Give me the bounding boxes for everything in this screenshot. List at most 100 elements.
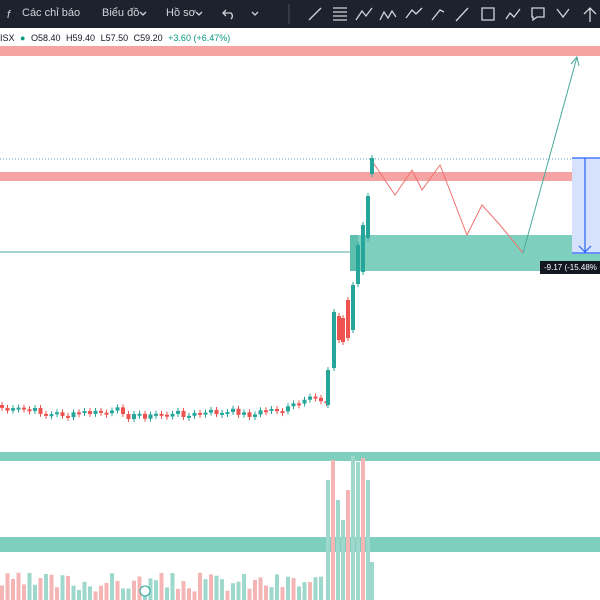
candle bbox=[214, 409, 219, 415]
candle bbox=[308, 396, 312, 400]
volume-bar bbox=[110, 573, 114, 600]
candle bbox=[38, 408, 43, 414]
volume-bar bbox=[0, 585, 4, 600]
candle bbox=[33, 408, 37, 412]
chart-button[interactable]: Biểu đồ bbox=[102, 7, 140, 19]
volume-bar bbox=[88, 586, 92, 600]
candle bbox=[5, 407, 10, 411]
candle bbox=[121, 407, 125, 415]
candle bbox=[192, 412, 197, 416]
indicators-button[interactable]: Các chỉ báo bbox=[22, 7, 81, 19]
candle bbox=[258, 410, 263, 415]
volume-bar bbox=[341, 520, 345, 600]
volume-bar bbox=[225, 590, 230, 600]
volume-bar bbox=[203, 579, 208, 600]
volume-bar bbox=[38, 578, 43, 600]
resistance-band bbox=[0, 172, 600, 181]
candle bbox=[170, 413, 175, 417]
candle bbox=[236, 408, 241, 415]
volume-bar bbox=[115, 580, 120, 600]
volume-bar bbox=[121, 588, 125, 600]
volume-bar bbox=[286, 576, 290, 600]
candle bbox=[49, 414, 54, 417]
toolbar: Các chỉ báo Biểu đồ Hồ sơ f bbox=[0, 0, 600, 28]
volume-bar bbox=[148, 578, 153, 600]
projection-path bbox=[369, 157, 524, 254]
projection-up bbox=[522, 55, 580, 254]
candle bbox=[231, 408, 235, 413]
candle bbox=[370, 158, 374, 174]
candle bbox=[104, 412, 109, 415]
volume-bar bbox=[11, 578, 15, 600]
volume-bar bbox=[44, 574, 48, 600]
volume-bar bbox=[258, 577, 263, 600]
candle bbox=[286, 406, 290, 412]
volume-bar bbox=[176, 588, 180, 600]
volume-bar bbox=[77, 589, 81, 600]
volume-bar bbox=[93, 591, 98, 600]
volume-bar bbox=[16, 572, 21, 600]
volume-bar bbox=[181, 581, 186, 600]
volume-bar bbox=[275, 574, 279, 600]
candle bbox=[280, 411, 285, 414]
candle bbox=[302, 399, 307, 404]
legend: ISX ● O58.40 H59.40 L57.50 C59.20 +3.60 … bbox=[0, 33, 233, 43]
volume-bar bbox=[220, 579, 224, 600]
volume-bar bbox=[326, 480, 330, 600]
volume-bar bbox=[165, 587, 169, 600]
volume-bar bbox=[99, 585, 103, 600]
volume-bar bbox=[137, 576, 142, 600]
volume-bar bbox=[49, 574, 54, 600]
volume-bar bbox=[319, 576, 323, 600]
candle bbox=[110, 410, 114, 414]
candle bbox=[88, 411, 92, 414]
candle bbox=[332, 312, 336, 368]
open: O58.40 bbox=[30, 33, 61, 43]
volume-bar bbox=[370, 562, 374, 600]
volume-bar bbox=[71, 585, 76, 600]
volume-bar bbox=[192, 591, 197, 600]
volume-bar bbox=[33, 584, 37, 600]
candle bbox=[361, 225, 365, 272]
candle bbox=[159, 413, 164, 416]
candle bbox=[356, 245, 360, 284]
volume-bar bbox=[264, 585, 268, 600]
volume-bar bbox=[159, 572, 164, 600]
volume-bar bbox=[82, 581, 87, 600]
candle bbox=[137, 413, 142, 416]
candle bbox=[313, 396, 318, 399]
candle bbox=[77, 412, 81, 415]
candle bbox=[55, 412, 59, 415]
candle bbox=[291, 403, 296, 407]
candle bbox=[319, 397, 323, 402]
volume-bar bbox=[297, 586, 301, 600]
candle bbox=[187, 415, 191, 418]
volume-bar bbox=[60, 575, 65, 600]
volume-bar bbox=[280, 587, 285, 600]
candle bbox=[82, 411, 87, 414]
candle bbox=[297, 403, 301, 406]
chart-area bbox=[0, 46, 600, 600]
profile-button[interactable]: Hồ sơ bbox=[166, 7, 196, 19]
candle bbox=[126, 414, 131, 420]
volume-bar bbox=[126, 588, 131, 600]
candle bbox=[66, 415, 70, 418]
candle bbox=[181, 410, 186, 417]
candle bbox=[93, 410, 98, 414]
volume-bar bbox=[361, 458, 365, 600]
candle bbox=[115, 407, 120, 411]
measure-label: -9.17 (-15.48% bbox=[540, 261, 600, 274]
volume-bar bbox=[269, 587, 274, 600]
candle bbox=[269, 408, 274, 411]
candle bbox=[148, 414, 153, 419]
volume-bar bbox=[231, 583, 235, 600]
toolbar-icons: f bbox=[7, 4, 597, 24]
volume-bar bbox=[27, 572, 32, 600]
volume-bar bbox=[356, 462, 360, 600]
candle bbox=[0, 405, 4, 408]
volume-bar bbox=[336, 500, 340, 600]
volume-bar bbox=[247, 588, 252, 600]
candle bbox=[341, 318, 345, 342]
measure-box bbox=[572, 158, 600, 254]
